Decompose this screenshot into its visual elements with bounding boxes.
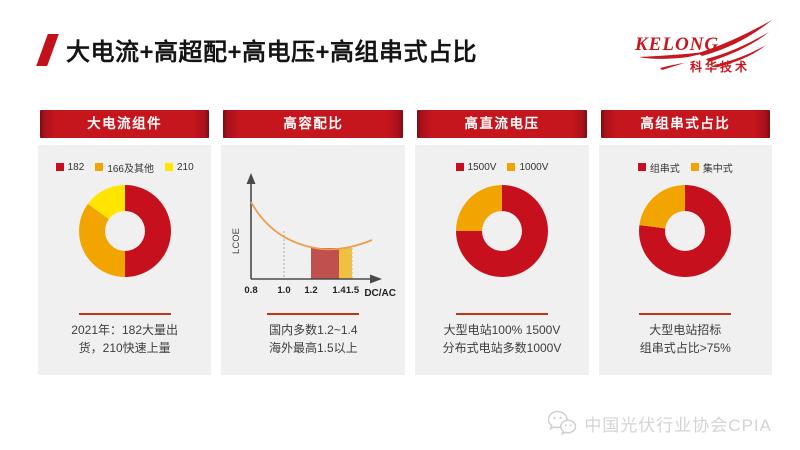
legend-label: 组串式 xyxy=(649,163,680,175)
cards-row: 大电流组件 182 166及其他 210 xyxy=(38,110,772,375)
note-divider xyxy=(267,313,360,316)
chart-legend: 182 166及其他 210 xyxy=(55,160,194,175)
card-note: 大型电站100% 1500V 分布式电站多数1000V xyxy=(443,322,562,357)
card-note: 国内多数1.2~1.4 海外最高1.5以上 xyxy=(269,322,358,357)
band-overseas-ratio xyxy=(339,248,353,279)
note-divider xyxy=(639,313,732,316)
legend-swatch xyxy=(165,163,173,171)
card-high-dc-voltage: 高直流电压 1500V 1000V 大型电站100% 1500V 分 xyxy=(415,110,589,375)
card-body: LCOE 0.8 1.0 1.2 1.4 1.5 DC/AC 国内多数1.2~1… xyxy=(221,145,406,375)
legend-label: 182 xyxy=(67,161,85,173)
legend-swatch xyxy=(637,163,646,171)
note-divider xyxy=(455,313,548,316)
x-tick: 1.2 xyxy=(305,285,318,296)
band-domestic-ratio xyxy=(311,248,340,279)
card-high-dc-ac-ratio: 高容配比 LCOE xyxy=(221,110,406,375)
note-line: 海外最高1.5以上 xyxy=(268,340,358,355)
card-header-banner: 高直流电压 xyxy=(417,110,587,138)
donut-chart-module-size xyxy=(78,185,171,277)
note-divider xyxy=(78,313,171,316)
y-axis-arrow xyxy=(246,173,256,184)
page-title: 大电流+高超配+高电压+高组串式占比 xyxy=(66,39,478,66)
kelong-logo: KELONG 科华技术 xyxy=(632,16,774,79)
card-note: 大型电站招标 组串式占比>75% xyxy=(640,322,731,357)
card-high-current-modules: 大电流组件 182 166及其他 210 xyxy=(38,110,212,375)
legend-swatch xyxy=(55,163,64,171)
kelong-logo-graphic: KELONG 科华技术 xyxy=(634,20,772,74)
note-line: 2021年：182大量出 xyxy=(71,323,179,338)
legend-item: 210 xyxy=(165,162,194,173)
card-body: 1500V 1000V 大型电站100% 1500V 分布式电站多数1000V xyxy=(415,145,589,375)
legend-item: 1500V xyxy=(455,161,497,173)
note-line: 组串式占比>75% xyxy=(639,340,731,355)
legend-label: 166及其他 xyxy=(107,163,154,175)
legend-swatch xyxy=(95,163,104,171)
legend-label: 1500V xyxy=(467,161,497,173)
x-tick: 1.0 xyxy=(278,285,291,296)
legend-swatch xyxy=(690,163,699,171)
lcoe-curve xyxy=(250,201,373,251)
legend-item: 1000V xyxy=(507,162,548,173)
note-line: 国内多数1.2~1.4 xyxy=(269,323,358,338)
chart-legend: 1500V 1000V xyxy=(455,161,548,173)
lcoe-curve-chart: LCOE 0.8 1.0 1.2 1.4 1.5 DC/AC xyxy=(231,173,397,299)
legend-item: 166及其他 xyxy=(95,160,154,175)
x-tick: 1.5 xyxy=(346,285,360,296)
card-header-banner: 高容配比 xyxy=(223,110,404,138)
card-body: 组串式 集中式 大型电站招标 组串式占比>75% xyxy=(598,145,772,375)
slide-header: 大电流+高超配+高电压+高组串式占比 xyxy=(36,32,478,67)
legend-swatch xyxy=(507,163,516,171)
card-body: 182 166及其他 210 2021年：182大量出 货，210快速上量 xyxy=(38,145,212,375)
chart-legend: 组串式 集中式 xyxy=(637,160,733,175)
legend-label: 1000V xyxy=(519,161,549,173)
title-slash-mark xyxy=(36,33,59,66)
legend-item: 组串式 xyxy=(637,160,680,175)
x-tick: 0.8 xyxy=(245,285,258,296)
logo-brand-text: KELONG xyxy=(634,34,719,55)
note-line: 分布式电站多数1000V xyxy=(442,340,562,355)
card-header-banner: 大电流组件 xyxy=(40,110,210,138)
card-note: 2021年：182大量出 货，210快速上量 xyxy=(71,322,178,357)
logo-subtitle-text: 科华技术 xyxy=(690,59,750,74)
note-line: 大型电站招标 xyxy=(649,323,722,338)
donut-chart-inverter-type xyxy=(639,185,732,277)
y-axis-label: LCOE xyxy=(231,228,242,254)
cpia-watermark: 中国光伏行业协会CPIA xyxy=(547,410,772,437)
x-axis-arrow xyxy=(370,274,383,284)
donut-chart-dc-voltage xyxy=(455,185,548,277)
legend-item: 集中式 xyxy=(690,160,733,175)
watermark-text: 中国光伏行业协会CPIA xyxy=(584,416,772,435)
note-line: 大型电站100% 1500V xyxy=(443,323,561,338)
legend-label: 集中式 xyxy=(702,163,733,175)
legend-swatch xyxy=(455,163,464,171)
card-header-banner: 高组串式占比 xyxy=(600,110,770,138)
card-high-string-share: 高组串式占比 组串式 集中式 大型电站招标 组串式占比>75% xyxy=(598,110,772,375)
legend-label: 210 xyxy=(177,161,194,173)
legend-item: 182 xyxy=(55,161,85,173)
x-tick: 1.4 xyxy=(333,285,347,296)
note-line: 货，210快速上量 xyxy=(78,340,171,355)
x-axis-label: DC/AC xyxy=(365,288,397,299)
wechat-icon xyxy=(548,410,577,436)
